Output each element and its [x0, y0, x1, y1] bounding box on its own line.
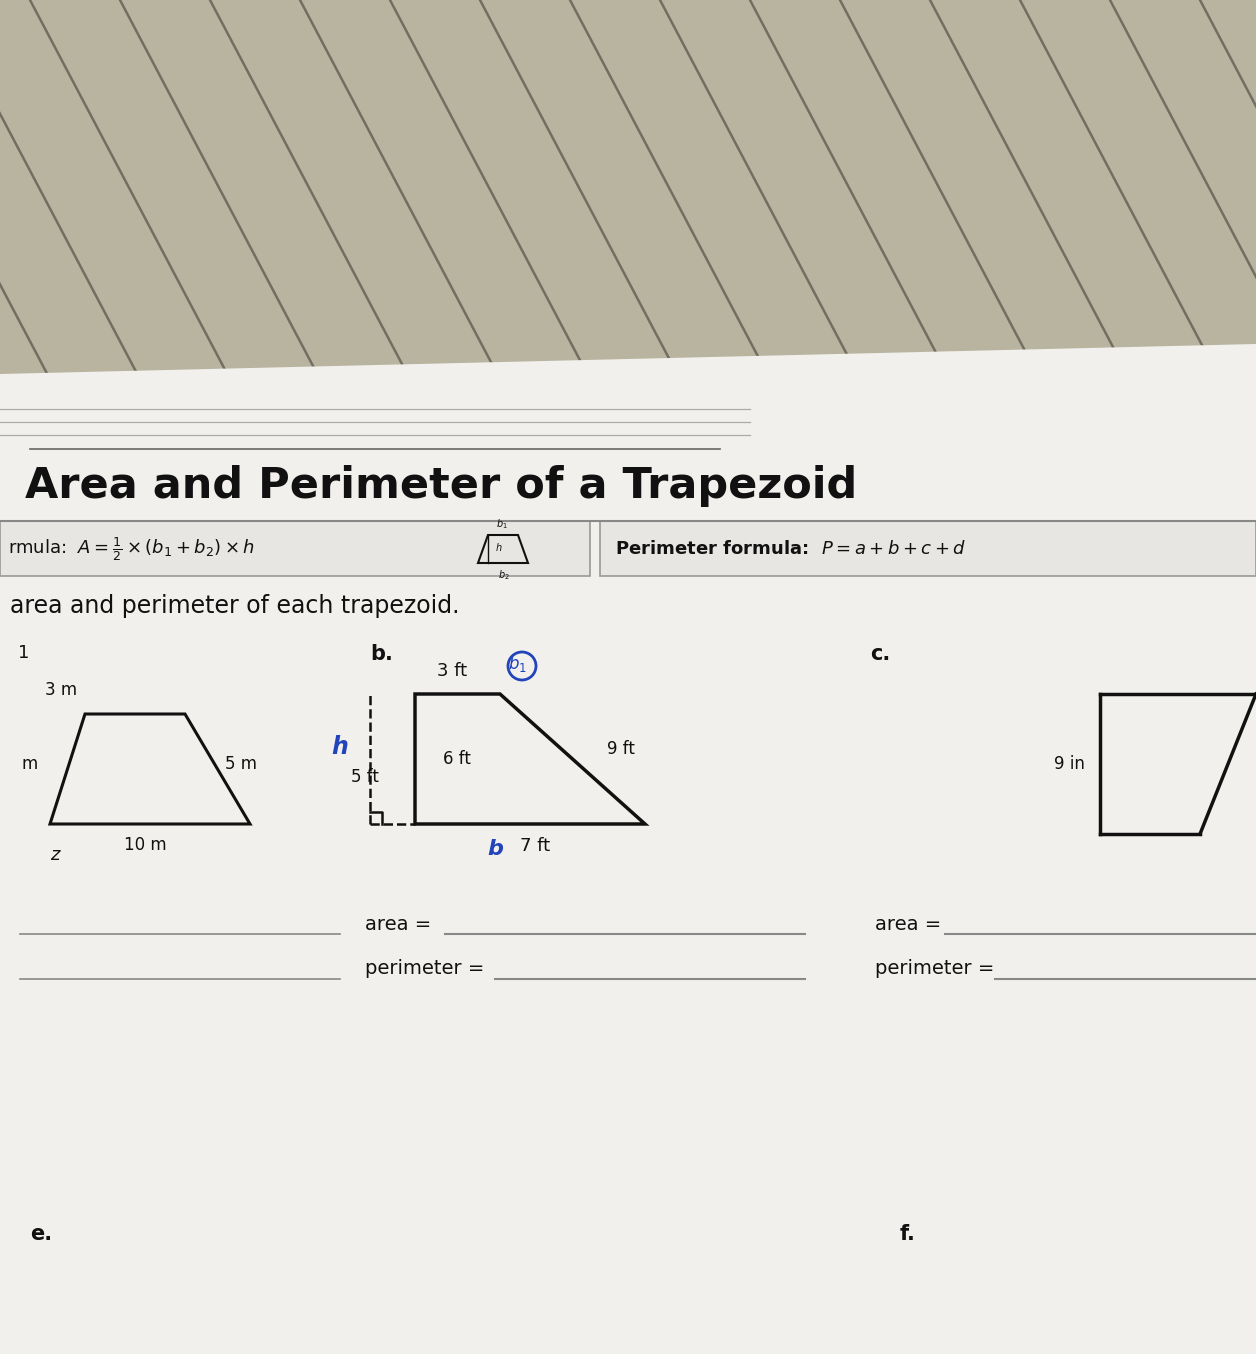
- Text: area and perimeter of each trapezoid.: area and perimeter of each trapezoid.: [10, 594, 460, 617]
- Text: 7 ft: 7 ft: [520, 837, 550, 854]
- Text: z: z: [50, 846, 59, 864]
- Text: f.: f.: [901, 1224, 916, 1244]
- Text: 10 m: 10 m: [123, 835, 166, 854]
- Text: rmula:  $A = \frac{1}{2}\times(b_1+b_2)\times h$: rmula: $A = \frac{1}{2}\times(b_1+b_2)\t…: [8, 535, 255, 563]
- Bar: [0, 521, 590, 575]
- Text: Area and Perimeter of a Trapezoid: Area and Perimeter of a Trapezoid: [25, 464, 858, 506]
- Text: perimeter =: perimeter =: [365, 960, 491, 979]
- Text: $h$: $h$: [495, 542, 502, 552]
- Text: 3 m: 3 m: [45, 681, 77, 699]
- Text: 5 m: 5 m: [225, 756, 257, 773]
- Text: m: m: [21, 756, 38, 773]
- Text: $b_1$: $b_1$: [496, 517, 507, 531]
- Text: c.: c.: [870, 645, 891, 663]
- Text: b.: b.: [371, 645, 393, 663]
- Polygon shape: [0, 344, 1256, 435]
- Text: perimeter =: perimeter =: [875, 960, 1001, 979]
- Bar: [600, 521, 1256, 575]
- Text: $b_1$: $b_1$: [507, 653, 528, 674]
- Text: b: b: [487, 839, 502, 858]
- Text: area =: area =: [875, 914, 947, 933]
- Text: 9 ft: 9 ft: [607, 741, 634, 758]
- Text: $b_2$: $b_2$: [499, 567, 510, 582]
- Text: 6 ft: 6 ft: [443, 750, 471, 768]
- Text: 5 ft: 5 ft: [352, 768, 379, 787]
- Text: h: h: [332, 735, 348, 760]
- Text: 1: 1: [18, 645, 29, 662]
- Text: 3 ft: 3 ft: [437, 662, 467, 680]
- Text: area =: area =: [365, 914, 437, 933]
- Bar: [0, 374, 1256, 1354]
- Text: e.: e.: [30, 1224, 53, 1244]
- Text: 9 in: 9 in: [1054, 756, 1085, 773]
- Text: Perimeter formula:  $P = a+b+c+d$: Perimeter formula: $P = a+b+c+d$: [615, 540, 966, 558]
- Bar: [0, 0, 1256, 454]
